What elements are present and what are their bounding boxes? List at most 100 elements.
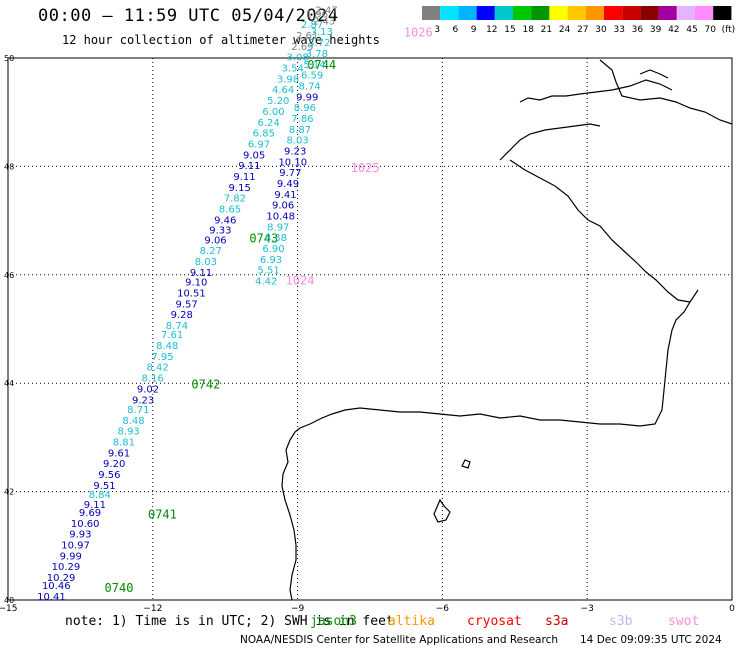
west-track-wave-height-label: 3.54	[282, 64, 304, 75]
east-track-wave-height-label: 9.23	[284, 146, 306, 157]
west-track-wave-height-label: 7.82	[224, 194, 246, 205]
lat-tick-label: 42	[4, 488, 14, 497]
color-scale-label: 21	[541, 25, 552, 35]
west-track-wave-height-label: 5.20	[267, 96, 289, 107]
west-track-wave-height-label: 1.96	[306, 9, 328, 20]
legend-item-s3b: s3b	[609, 614, 633, 629]
east-track-wave-height-label: 2.47	[315, 6, 337, 17]
east-track-wave-height-label: 8.74	[299, 81, 321, 92]
color-scale-label: 24	[559, 25, 571, 35]
west-track-wave-height-label: 8.84	[89, 490, 111, 501]
color-swatch	[549, 6, 568, 20]
lat-tick-label: 46	[4, 271, 14, 280]
color-scale-label: 15	[504, 25, 515, 35]
west-track-time-label: 0741	[148, 508, 177, 522]
west-track-wave-height-label: 9.02	[137, 384, 159, 395]
lat-tick-label: 44	[4, 379, 14, 388]
color-swatch	[476, 6, 495, 20]
color-swatch	[640, 6, 659, 20]
color-swatch	[622, 6, 641, 20]
color-scale-label: 18	[522, 25, 534, 35]
east-track-wave-height-label: 3.13	[311, 27, 333, 38]
legend-line: note: 1) Time is in UTC; 2) SWH is in fe…	[65, 614, 699, 629]
west-track-wave-height-label: 8.71	[127, 405, 149, 416]
east-track-wave-height-label: 10.48	[266, 212, 295, 223]
west-track-wave-height-label: 9.10	[185, 278, 207, 289]
east-track-wave-height-label: 10.10	[278, 157, 307, 168]
east-track-wave-height-label: 8.38	[265, 233, 287, 244]
lon-tick-label: 0	[729, 604, 735, 614]
east-track-wave-height-label: 9.77	[279, 168, 301, 179]
west-track-wave-height-label: 10.46	[42, 581, 71, 592]
coastline-portugal	[281, 431, 297, 601]
east-track-wave-height-label: 6.90	[262, 244, 284, 255]
island	[461, 459, 471, 469]
map-frame	[7, 57, 733, 601]
west-track-wave-height-label: 10.51	[177, 288, 206, 299]
west-track-wave-height-label: 8.74	[166, 321, 188, 332]
color-swatch	[458, 6, 477, 20]
lon-tick-label: −3	[581, 604, 594, 614]
west-track-time-label: 0742	[191, 378, 220, 392]
east-track-time-label: 1024	[286, 274, 315, 288]
lon-tick-label: −15	[0, 604, 18, 614]
west-track-wave-height-label: 9.51	[93, 481, 115, 492]
west-track-wave-height-label: 6.97	[248, 139, 270, 150]
west-track-wave-height-label: 2.69	[291, 42, 313, 53]
west-track-wave-height-label: 9.06	[204, 235, 226, 246]
west-track-time-label: 0744	[307, 58, 336, 72]
lon-tick-label: −6	[436, 604, 450, 614]
west-track-wave-height-label: 6.85	[253, 129, 275, 140]
west-track-wave-height-label: 7.61	[161, 330, 183, 341]
color-scale-label: (ft)	[722, 25, 736, 35]
west-track-wave-height-label: 9.57	[175, 299, 197, 310]
west-track-wave-height-label: 8.03	[195, 257, 217, 268]
color-scale-label: 39	[650, 25, 662, 35]
color-scale-label: 36	[632, 25, 644, 35]
color-swatch	[567, 6, 586, 20]
west-track-wave-height-label: 9.20	[103, 459, 125, 470]
coastline-island	[639, 69, 669, 79]
west-track-wave-height-label: 8.27	[200, 246, 222, 257]
west-track-wave-height-label: 9.11	[238, 161, 260, 172]
lon-tick-label: −12	[143, 604, 162, 614]
legend-item-cryosat: cryosat	[467, 614, 522, 629]
west-track-time-label: 0743	[249, 231, 278, 245]
footer-credit: NOAA/NESDIS Center for Satellite Applica…	[240, 634, 558, 646]
west-track-wave-height-label: 10.41	[37, 592, 66, 603]
west-track-wave-height-label: 10.29	[52, 562, 81, 573]
east-track-wave-height-label: 8.03	[286, 136, 308, 147]
color-swatch	[422, 6, 441, 20]
color-swatch	[494, 6, 513, 20]
west-track-wave-height-label: 10.60	[71, 519, 100, 530]
west-track-wave-height-label: 4.64	[272, 85, 294, 96]
west-track-wave-height-label: 8.16	[142, 374, 164, 385]
east-track-wave-height-label: 4.42	[255, 277, 277, 288]
west-track-wave-height-label: 10.29	[47, 573, 76, 584]
color-scale-label: 70	[704, 25, 716, 35]
footer: NOAA/NESDIS Center for Satellite Applica…	[240, 634, 722, 646]
west-track-wave-height-label: 9.11	[233, 172, 255, 183]
west-track-wave-height-label: 9.11	[190, 268, 212, 279]
color-swatch	[440, 6, 459, 20]
color-scale-label: 42	[668, 25, 679, 35]
color-swatch	[713, 6, 732, 20]
west-track-wave-height-label: 9.46	[214, 215, 236, 226]
east-track-wave-height-label: 8.96	[294, 103, 316, 114]
west-track-wave-height-label: 9.56	[98, 470, 120, 481]
east-track-wave-height-label: 8.87	[289, 125, 311, 136]
color-scale-bar: 3 6 9 12 15 18 21 24 27 30 33 36 39 42 45 70 (ft)	[422, 6, 736, 35]
lat-tick-label: 40	[4, 596, 14, 605]
east-track-wave-height-label: 3.72	[308, 38, 330, 49]
west-track-wave-height-label: 9.93	[69, 530, 91, 541]
west-track-wave-height-label: 8.65	[219, 204, 241, 215]
west-track-wave-height-label: 9.33	[209, 226, 231, 237]
east-track-wave-height-label: 5.14	[303, 60, 325, 71]
west-track-wave-height-label: 9.61	[108, 448, 130, 459]
west-track-wave-height-label: 6.00	[262, 107, 284, 118]
color-scale-label: 12	[486, 25, 497, 35]
lat-tick-label: 48	[4, 162, 14, 171]
west-track-wave-height-label: 7.95	[151, 352, 173, 363]
coastline-brittany	[499, 123, 601, 161]
